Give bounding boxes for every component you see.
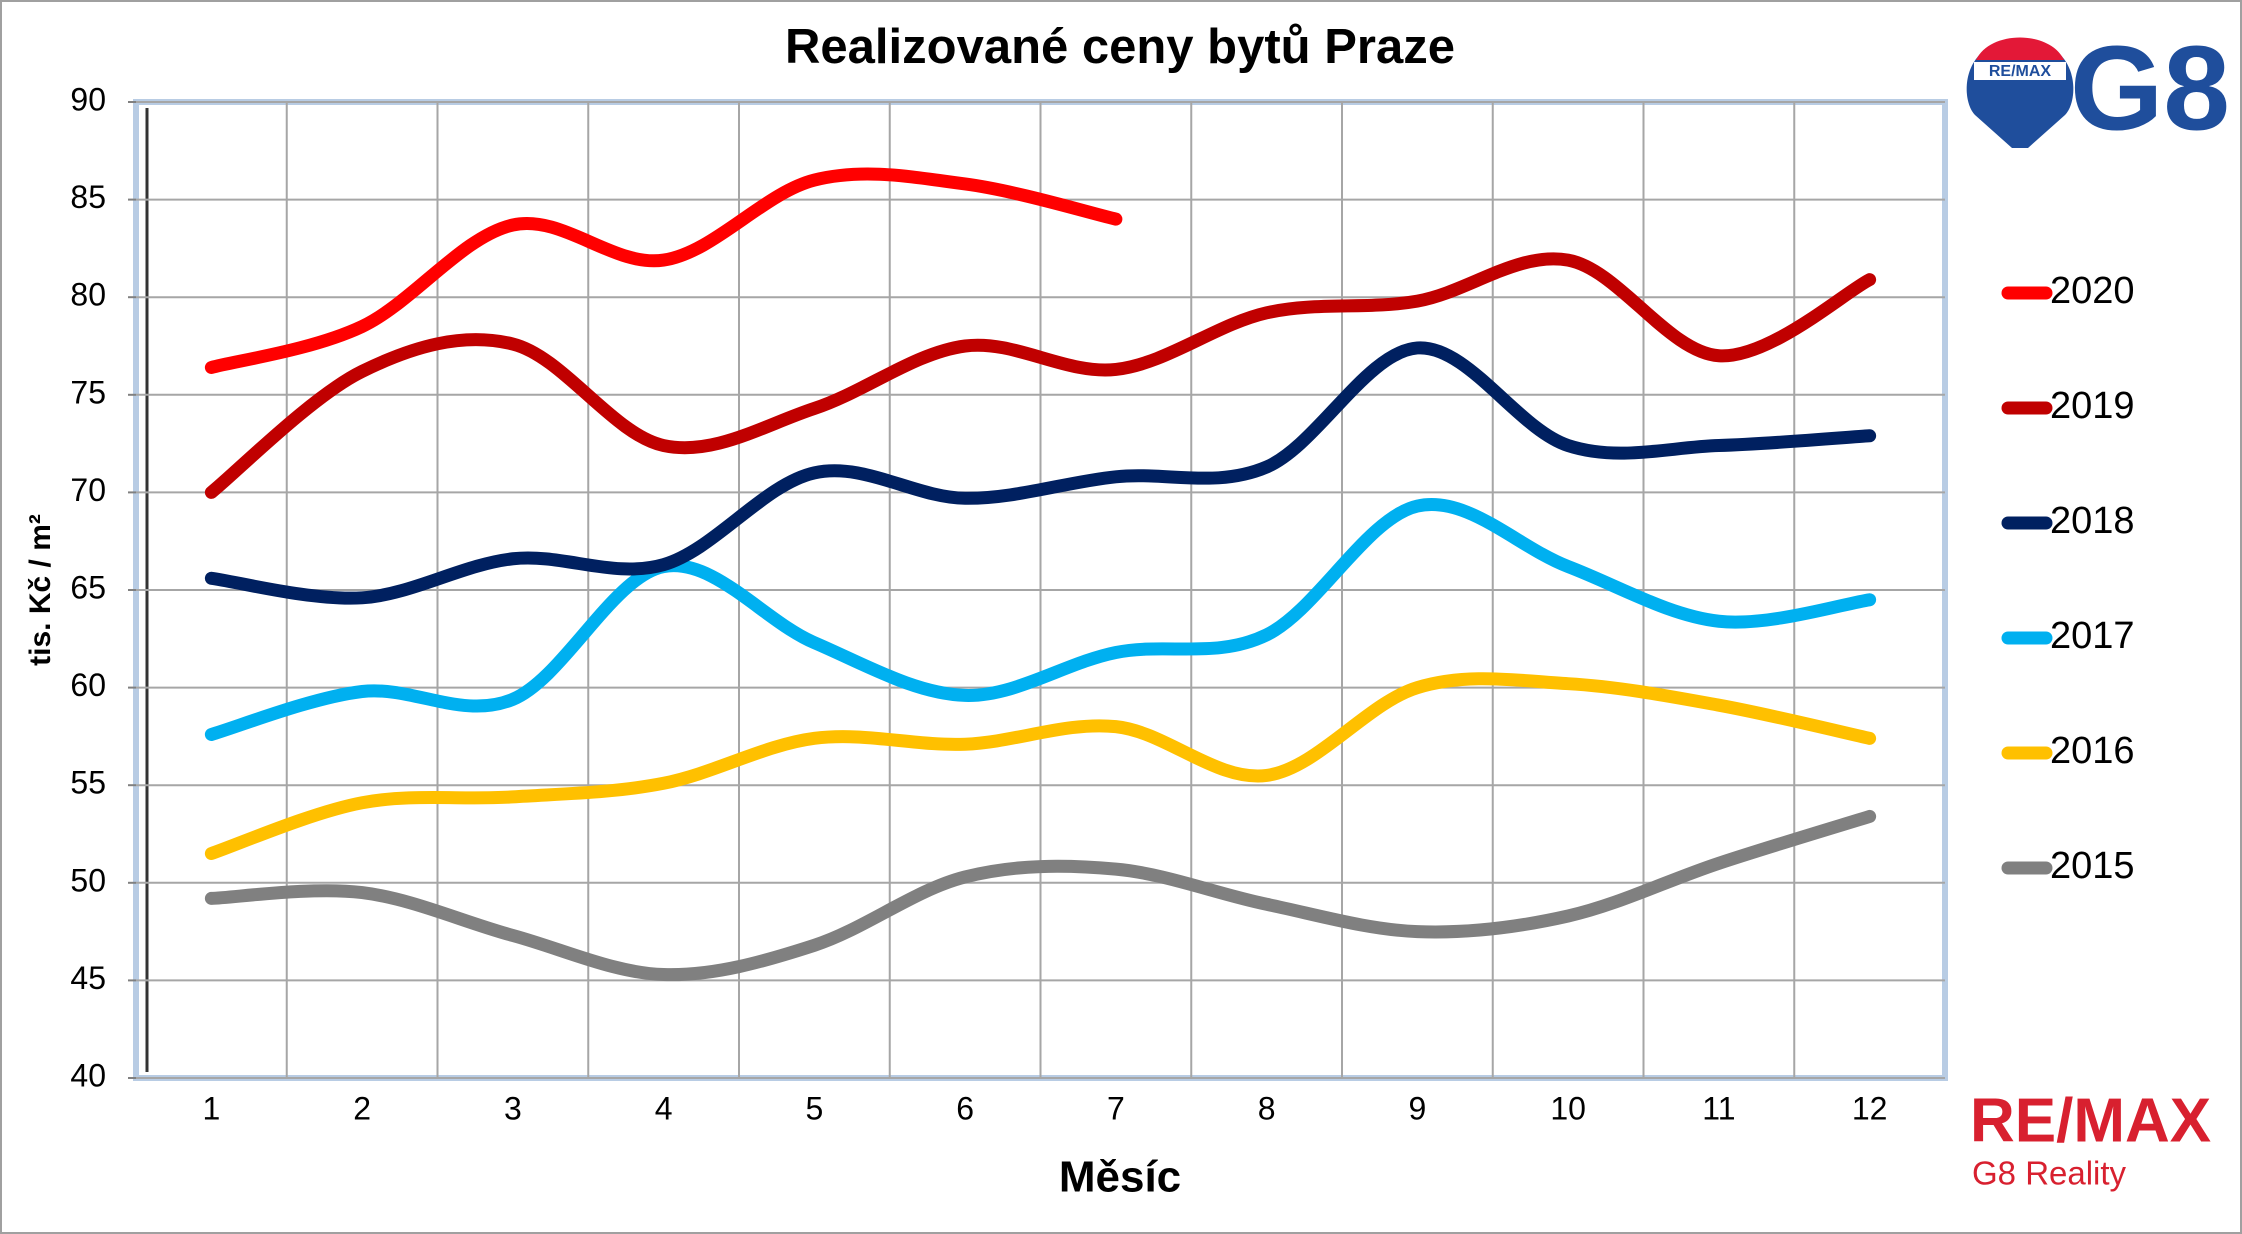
logo-g8: G8: [2070, 22, 2230, 156]
x-tick-label: 1: [202, 1090, 220, 1126]
series-line: [204, 498, 1877, 741]
y-tick-label: 90: [70, 81, 106, 117]
legend-label: 2016: [2050, 730, 2135, 772]
y-tick-label: 55: [70, 765, 106, 801]
logo-remax: RE/MAX: [1970, 1086, 2211, 1155]
series-line: [204, 672, 1877, 861]
x-tick-label: 3: [504, 1090, 522, 1126]
legend-label: 2017: [2050, 615, 2135, 657]
x-tick-label: 2: [353, 1090, 371, 1126]
y-tick-label: 75: [70, 374, 106, 410]
y-axis-label: tis. Kč / m²: [24, 514, 57, 666]
logo-subtitle: G8 Reality: [1972, 1155, 2127, 1192]
balloon-text: RE/MAX: [1989, 63, 2052, 80]
legend-label: 2019: [2050, 385, 2135, 427]
x-tick-label: 4: [655, 1090, 673, 1126]
y-tick-label: 80: [70, 277, 106, 313]
x-tick-label: 7: [1107, 1090, 1125, 1126]
x-axis-label: Měsíc: [1059, 1153, 1181, 1202]
x-tick-label: 11: [1702, 1090, 1735, 1126]
y-tick-label: 45: [70, 960, 106, 996]
balloon-band: [1974, 62, 2066, 80]
y-tick-label: 70: [70, 472, 106, 508]
series-line: [204, 809, 1877, 982]
y-tick-label: 65: [70, 569, 106, 605]
x-tick-label: 9: [1408, 1090, 1426, 1126]
balloon-top: [1976, 37, 2064, 60]
y-tick-label: 60: [70, 667, 106, 703]
logo-top: RE/MAX G8: [1966, 22, 2230, 156]
y-tick-label: 50: [70, 862, 106, 898]
legend-label: 2018: [2050, 500, 2135, 542]
x-tick-label: 5: [805, 1090, 823, 1126]
legend-label: 2015: [2050, 845, 2135, 887]
series-line: [204, 167, 1123, 374]
x-tick-label: 10: [1550, 1090, 1586, 1126]
legend-label: 2020: [2050, 270, 2135, 312]
x-tick-label: 6: [956, 1090, 974, 1126]
x-tick-label: 8: [1258, 1090, 1276, 1126]
y-tick-label: 40: [70, 1057, 106, 1093]
series-line: [204, 341, 1877, 605]
x-tick-label: 12: [1852, 1090, 1888, 1126]
series-line: [204, 252, 1877, 499]
y-tick-label: 85: [70, 179, 106, 215]
chart-title: Realizované ceny bytů Praze: [785, 20, 1455, 74]
